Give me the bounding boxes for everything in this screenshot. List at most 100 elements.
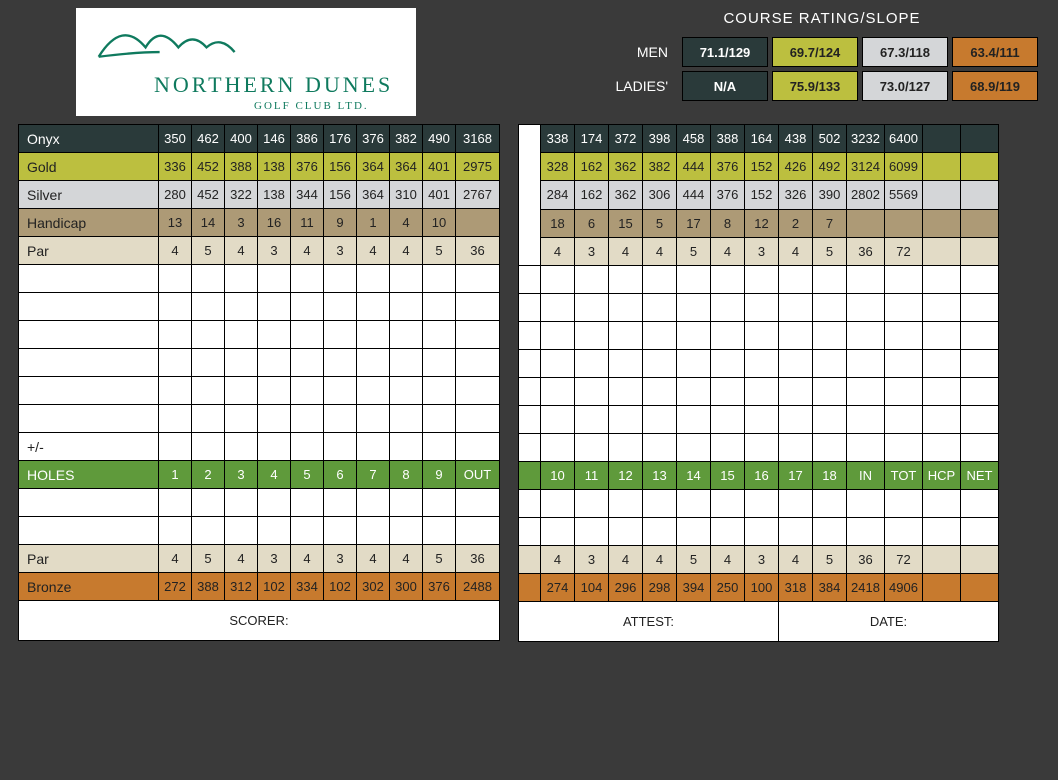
row-blank <box>519 294 999 322</box>
cell <box>923 518 961 546</box>
cell <box>456 209 500 237</box>
cell: 376 <box>357 125 390 153</box>
cell <box>923 209 961 237</box>
cell: 102 <box>324 573 357 601</box>
cell <box>961 266 999 294</box>
cell <box>885 406 923 434</box>
cell <box>923 181 961 209</box>
cell <box>847 490 885 518</box>
row-bronze: Bronze2723883121023341023023003762488 <box>19 573 500 601</box>
mountain-icon <box>94 14 244 62</box>
cell <box>258 349 291 377</box>
date-label: DATE: <box>779 602 999 642</box>
blank-lead <box>519 378 541 406</box>
cell: 16 <box>258 209 291 237</box>
cell <box>258 517 291 545</box>
cell: 364 <box>357 153 390 181</box>
row-label: Gold <box>19 153 159 181</box>
cell <box>390 321 423 349</box>
cell: 5 <box>677 237 711 265</box>
cell: 326 <box>779 181 813 209</box>
cell: 1 <box>357 209 390 237</box>
cell <box>324 321 357 349</box>
row-blank <box>19 293 500 321</box>
cell: 388 <box>711 125 745 153</box>
cell: 4 <box>390 209 423 237</box>
cell: 13 <box>643 462 677 490</box>
cell: 4906 <box>885 574 923 602</box>
cell <box>677 294 711 322</box>
cell <box>357 265 390 293</box>
cell <box>813 350 847 378</box>
cell <box>291 293 324 321</box>
cell <box>357 405 390 433</box>
row-label <box>19 405 159 433</box>
cell <box>813 294 847 322</box>
cell <box>961 434 999 462</box>
cell: 1 <box>159 461 192 489</box>
cell <box>258 293 291 321</box>
cell <box>192 265 225 293</box>
cell: 2802 <box>847 181 885 209</box>
row-label: Par <box>19 237 159 265</box>
cell <box>677 406 711 434</box>
cell <box>847 434 885 462</box>
cell <box>847 209 885 237</box>
cell: 386 <box>291 125 324 153</box>
cell <box>885 294 923 322</box>
cell <box>885 209 923 237</box>
cell <box>813 378 847 406</box>
row-blank <box>19 321 500 349</box>
cell: 336 <box>159 153 192 181</box>
cell <box>745 322 779 350</box>
cell <box>745 378 779 406</box>
row-blank <box>19 517 500 545</box>
cell: 15 <box>711 462 745 490</box>
cell <box>961 294 999 322</box>
cell: 4 <box>291 545 324 573</box>
scorer-label: SCORER: <box>19 601 500 641</box>
cell: 6099 <box>885 153 923 181</box>
cell <box>357 517 390 545</box>
cell: 4 <box>711 546 745 574</box>
cell: 10 <box>541 462 575 490</box>
row-label <box>19 321 159 349</box>
cell <box>192 293 225 321</box>
cell: 401 <box>423 181 456 209</box>
cell: 17 <box>677 209 711 237</box>
cell: 382 <box>643 153 677 181</box>
rating-row-label: MEN <box>606 44 678 60</box>
cell: 302 <box>357 573 390 601</box>
cell: 4 <box>291 237 324 265</box>
cell <box>456 405 500 433</box>
cell <box>779 266 813 294</box>
row-plusminus <box>519 434 999 462</box>
row-blank <box>19 377 500 405</box>
cell <box>225 517 258 545</box>
cell: 5 <box>677 546 711 574</box>
header: NORTHERN DUNES GOLF CLUB LTD. COURSE RAT… <box>10 8 1048 116</box>
cell <box>923 406 961 434</box>
cell <box>745 490 779 518</box>
cell <box>225 377 258 405</box>
cell: 312 <box>225 573 258 601</box>
cell <box>745 406 779 434</box>
cell <box>159 517 192 545</box>
cell: 6 <box>575 209 609 237</box>
row-blank <box>519 350 999 378</box>
cell <box>779 406 813 434</box>
cell <box>779 350 813 378</box>
cell: 350 <box>159 125 192 153</box>
blank-lead <box>519 434 541 462</box>
cell: 146 <box>258 125 291 153</box>
cell <box>159 265 192 293</box>
cell <box>609 434 643 462</box>
cell <box>923 490 961 518</box>
cell <box>745 350 779 378</box>
cell <box>390 293 423 321</box>
cell <box>711 490 745 518</box>
cell: 4 <box>711 237 745 265</box>
row-blank <box>519 490 999 518</box>
cell <box>159 405 192 433</box>
cell: 4 <box>541 546 575 574</box>
